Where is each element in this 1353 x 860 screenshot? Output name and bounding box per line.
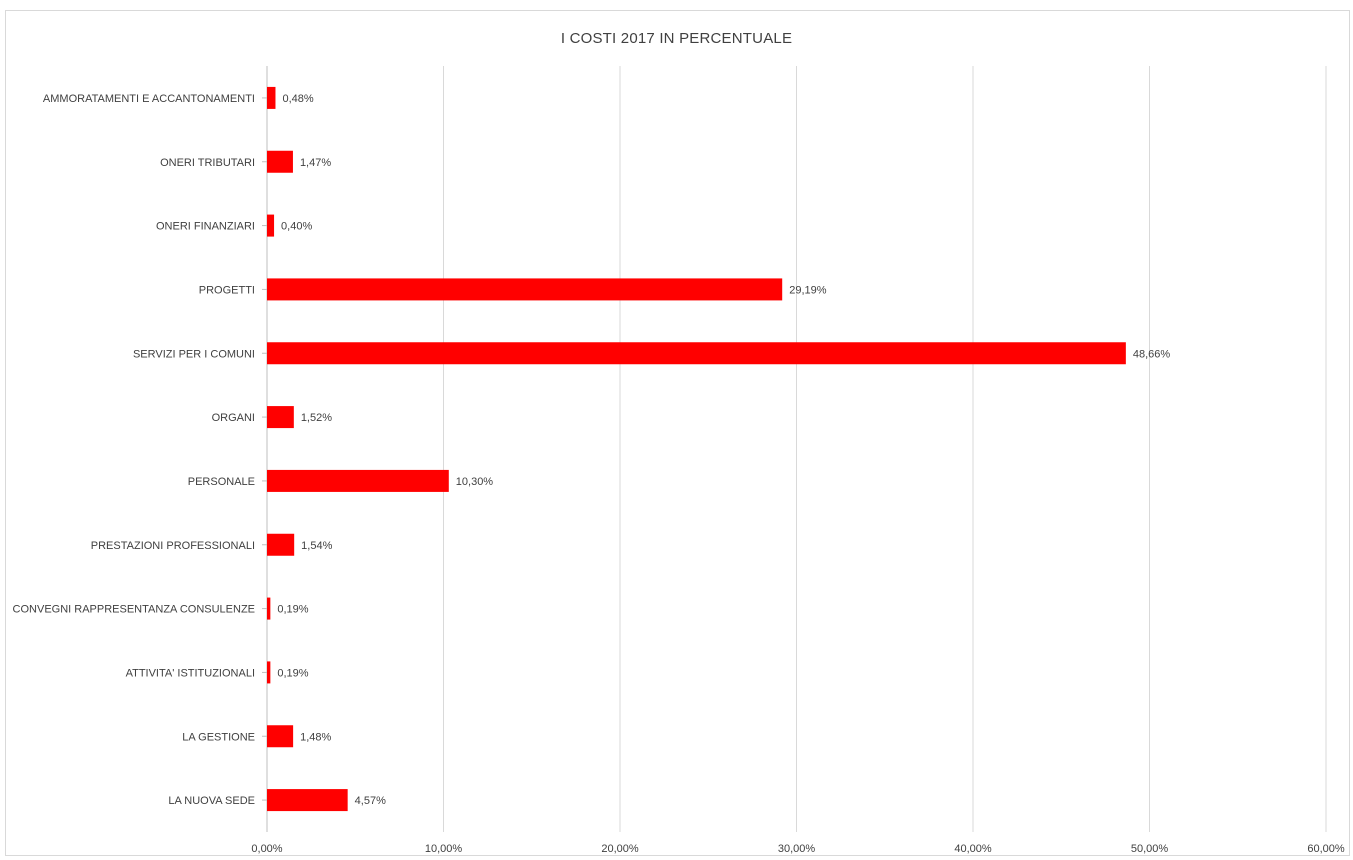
bars [267, 86, 1126, 812]
category-label: ONERI TRIBUTARI [160, 157, 255, 169]
bar [267, 725, 294, 748]
category-label: LA GESTIONE [182, 731, 255, 743]
bar [267, 342, 1126, 365]
category-label: PROGETTI [199, 284, 255, 296]
data-label: 1,48% [300, 731, 331, 743]
bar [267, 661, 271, 684]
data-label: 10,30% [456, 476, 494, 488]
bar [267, 406, 294, 429]
gridlines [443, 66, 1327, 832]
category-label: ONERI FINANZIARI [156, 221, 255, 233]
category-label: AMMORATAMENTI E ACCANTONAMENTI [43, 93, 255, 105]
bar [267, 86, 276, 109]
data-label: 1,54% [301, 540, 332, 552]
bar [267, 150, 293, 173]
category-label: SERVIZI PER I COMUNI [133, 348, 255, 360]
axes [262, 66, 268, 832]
bar [267, 789, 348, 812]
category-label: ORGANI [212, 412, 255, 424]
x-tick-label: 20,00% [601, 843, 639, 855]
x-tick-label: 10,00% [425, 843, 463, 855]
x-tick-label: 30,00% [778, 843, 816, 855]
labels: 0,00% 10,00% 20,00% 30,00% 40,00% 50,00% 60,00… [13, 93, 1345, 855]
chart-title: I COSTI 2017 IN PERCENTUALE [560, 30, 793, 47]
category-label: PERSONALE [188, 476, 255, 488]
data-label: 1,52% [301, 412, 332, 424]
category-label: LA NUOVA SEDE [168, 795, 255, 807]
x-tick-label: 50,00% [1131, 843, 1169, 855]
bar [267, 214, 275, 237]
bar [267, 533, 295, 556]
x-tick-label: 40,00% [954, 843, 992, 855]
bar [267, 469, 449, 492]
data-label: 0,48% [282, 93, 313, 105]
x-tick-label: 0,00% [251, 843, 282, 855]
category-label: ATTIVITA' ISTITUZIONALI [126, 667, 255, 679]
bar [267, 597, 271, 620]
data-label: 0,19% [277, 604, 308, 616]
category-label: PRESTAZIONI PROFESSIONALI [91, 540, 255, 552]
data-label: 0,19% [277, 667, 308, 679]
data-label: 4,57% [355, 795, 386, 807]
bar [267, 278, 783, 301]
data-label: 0,40% [281, 221, 312, 233]
x-tick-label: 60,00% [1307, 843, 1345, 855]
category-label: CONVEGNI RAPPRESENTANZA CONSULENZE [13, 604, 255, 616]
chart-frame [5, 10, 1350, 856]
data-label: 48,66% [1133, 348, 1171, 360]
data-label: 29,19% [789, 284, 827, 296]
data-label: 1,47% [300, 157, 331, 169]
